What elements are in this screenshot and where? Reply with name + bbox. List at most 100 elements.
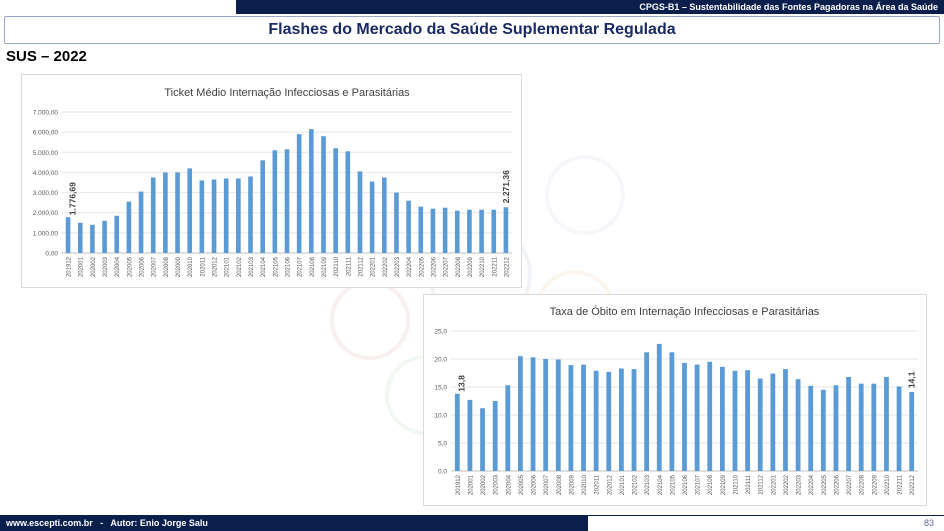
obito-chart-xtick-label: 202212 — [910, 474, 916, 495]
ticket-chart-xtick-label: 202208 — [456, 256, 462, 277]
obito-chart-bar — [505, 385, 511, 471]
obito-chart-bar — [884, 376, 889, 471]
obito-chart-xtick-label: 202206 — [834, 474, 840, 495]
ticket-chart-ytick-label: 3.000,00 — [33, 190, 59, 197]
obito-chart-bar — [833, 385, 839, 471]
taxa-obito-chart-svg: Taxa de Óbito em Internação Infecciosas … — [434, 305, 918, 495]
ticket-chart-bar — [102, 220, 107, 253]
ticket-chart-xtick-label: 202209 — [468, 256, 474, 277]
ticket-chart-xtick-label: 202002 — [91, 256, 97, 277]
ticket-chart-xtick-label: 202110 — [334, 256, 340, 276]
ticket-chart-xtick-label: 202106 — [286, 256, 292, 277]
title-band: Flashes do Mercado da Saúde Suplementar … — [4, 16, 940, 44]
ticket-chart-xtick-label: 202010 — [188, 256, 194, 277]
obito-chart-bar — [555, 359, 561, 471]
ticket-chart-bar — [138, 191, 144, 253]
obito-chart-bar — [669, 352, 675, 471]
ticket-chart-bar — [454, 210, 460, 253]
obito-chart-ytick-label: 25,0 — [434, 329, 447, 336]
ticket-chart-xtick-label: 202101 — [225, 256, 231, 277]
obito-chart-xtick-label: 202101 — [620, 474, 626, 495]
obito-chart-bar — [820, 389, 826, 471]
obito-chart-last-label: 14,1 — [907, 371, 917, 388]
ticket-chart-xtick-label: 202111 — [346, 256, 352, 276]
ticket-chart-bar — [345, 151, 351, 253]
ticket-chart-bar — [272, 150, 278, 253]
obito-chart-bar — [467, 399, 473, 471]
obito-chart-xtick-label: 202108 — [708, 474, 714, 495]
obito-chart-bar — [808, 385, 814, 471]
ticket-chart-title: Ticket Médio Internação Infecciosas e Pa… — [164, 87, 410, 99]
obito-chart-bar — [795, 379, 801, 471]
section-label: SUS – 2022 — [6, 48, 87, 65]
ticket-chart-bar — [175, 172, 180, 253]
obito-chart-bar — [757, 378, 763, 471]
obito-chart-xtick-label: 202104 — [658, 474, 664, 495]
footer-bar: www.escepti.com.br - Autor: Enio Jorge S… — [0, 516, 944, 531]
obito-chart-bar — [454, 393, 460, 471]
ticket-chart-xtick-label: 202207 — [444, 256, 450, 277]
obito-chart-bar — [719, 366, 725, 471]
ticket-medio-chart-svg: Ticket Médio Internação Infecciosas e Pa… — [33, 87, 512, 277]
obito-chart-ytick-label: 5,0 — [438, 441, 447, 448]
obito-chart-title: Taxa de Óbito em Internação Infecciosas … — [550, 305, 820, 318]
obito-chart-xtick-label: 201912 — [456, 474, 462, 495]
ticket-chart-xtick-label: 202104 — [261, 256, 267, 277]
ticket-chart-xtick-label: 202212 — [504, 256, 510, 277]
ticket-chart-bar — [65, 217, 71, 253]
obito-chart-xtick-label: 202112 — [759, 474, 765, 494]
ticket-chart-last-label: 2.271,36 — [501, 170, 511, 203]
obito-chart-bar — [644, 352, 650, 471]
ticket-chart-bar — [418, 206, 424, 253]
obito-chart-xtick-label: 202202 — [784, 474, 790, 495]
ticket-chart-bar — [296, 134, 302, 253]
obito-chart-xtick-label: 202111 — [746, 474, 752, 494]
obito-chart-bar — [858, 383, 864, 471]
obito-chart-bar — [732, 370, 738, 471]
ticket-chart-xtick-label: 202107 — [298, 256, 304, 277]
obito-chart-bar — [694, 364, 700, 471]
obito-chart-xtick-label: 202005 — [519, 474, 525, 495]
obito-chart-ytick-label: 15,0 — [434, 385, 447, 392]
obito-chart-bar — [543, 359, 549, 471]
footer-credits: www.escepti.com.br - Autor: Enio Jorge S… — [0, 516, 588, 531]
ticket-chart-bar — [260, 160, 265, 253]
obito-chart-bar — [896, 386, 902, 471]
program-title: CPGS-B1 – Sustentabilidade das Fontes Pa… — [236, 0, 944, 14]
obito-chart-bar — [618, 368, 624, 471]
ticket-chart-xtick-label: 202109 — [322, 256, 328, 277]
obito-chart-bar — [530, 357, 536, 471]
ticket-chart-bar — [211, 179, 217, 253]
obito-chart-xtick-label: 202006 — [532, 474, 538, 495]
obito-chart-xtick-label: 202003 — [494, 474, 500, 495]
obito-chart-xtick-label: 202201 — [771, 474, 777, 495]
ticket-chart-bar — [284, 149, 290, 253]
obito-chart-bar — [846, 376, 851, 471]
ticket-chart-xtick-label: 202011 — [200, 256, 206, 276]
ticket-chart-first-label: 1.776,69 — [67, 182, 77, 215]
obito-chart-xtick-label: 202209 — [872, 474, 878, 495]
obito-chart-ytick-label: 20,0 — [434, 357, 447, 364]
obito-chart-ytick-label: 0,0 — [438, 469, 447, 476]
obito-chart-bar — [745, 370, 751, 471]
ticket-chart-bar — [381, 177, 387, 253]
ticket-chart-bar — [309, 129, 314, 253]
ticket-chart-bar — [479, 209, 484, 253]
obito-chart-xtick-label: 202110 — [733, 474, 739, 494]
obito-chart-bar — [492, 401, 498, 471]
obito-chart-xtick-label: 202109 — [721, 474, 727, 495]
obito-chart-xtick-label: 202004 — [506, 474, 512, 495]
obito-chart-xtick-label: 202007 — [544, 474, 550, 495]
obito-chart-xtick-label: 202001 — [468, 474, 474, 495]
ticket-chart-bar — [187, 168, 193, 253]
obito-chart-xtick-label: 202102 — [633, 474, 639, 495]
ticket-chart-xtick-label: 202007 — [152, 256, 158, 277]
ticket-chart-xtick-label: 202112 — [358, 256, 364, 276]
ticket-chart-xtick-label: 202206 — [431, 256, 437, 277]
ticket-chart-xtick-label: 202009 — [176, 256, 182, 277]
ticket-chart-xtick-label: 202211 — [492, 256, 498, 276]
ticket-chart-bar — [491, 209, 497, 253]
ticket-chart-bar — [430, 208, 436, 253]
ticket-chart-bar — [333, 148, 338, 253]
obito-chart-xtick-label: 202203 — [797, 474, 803, 495]
